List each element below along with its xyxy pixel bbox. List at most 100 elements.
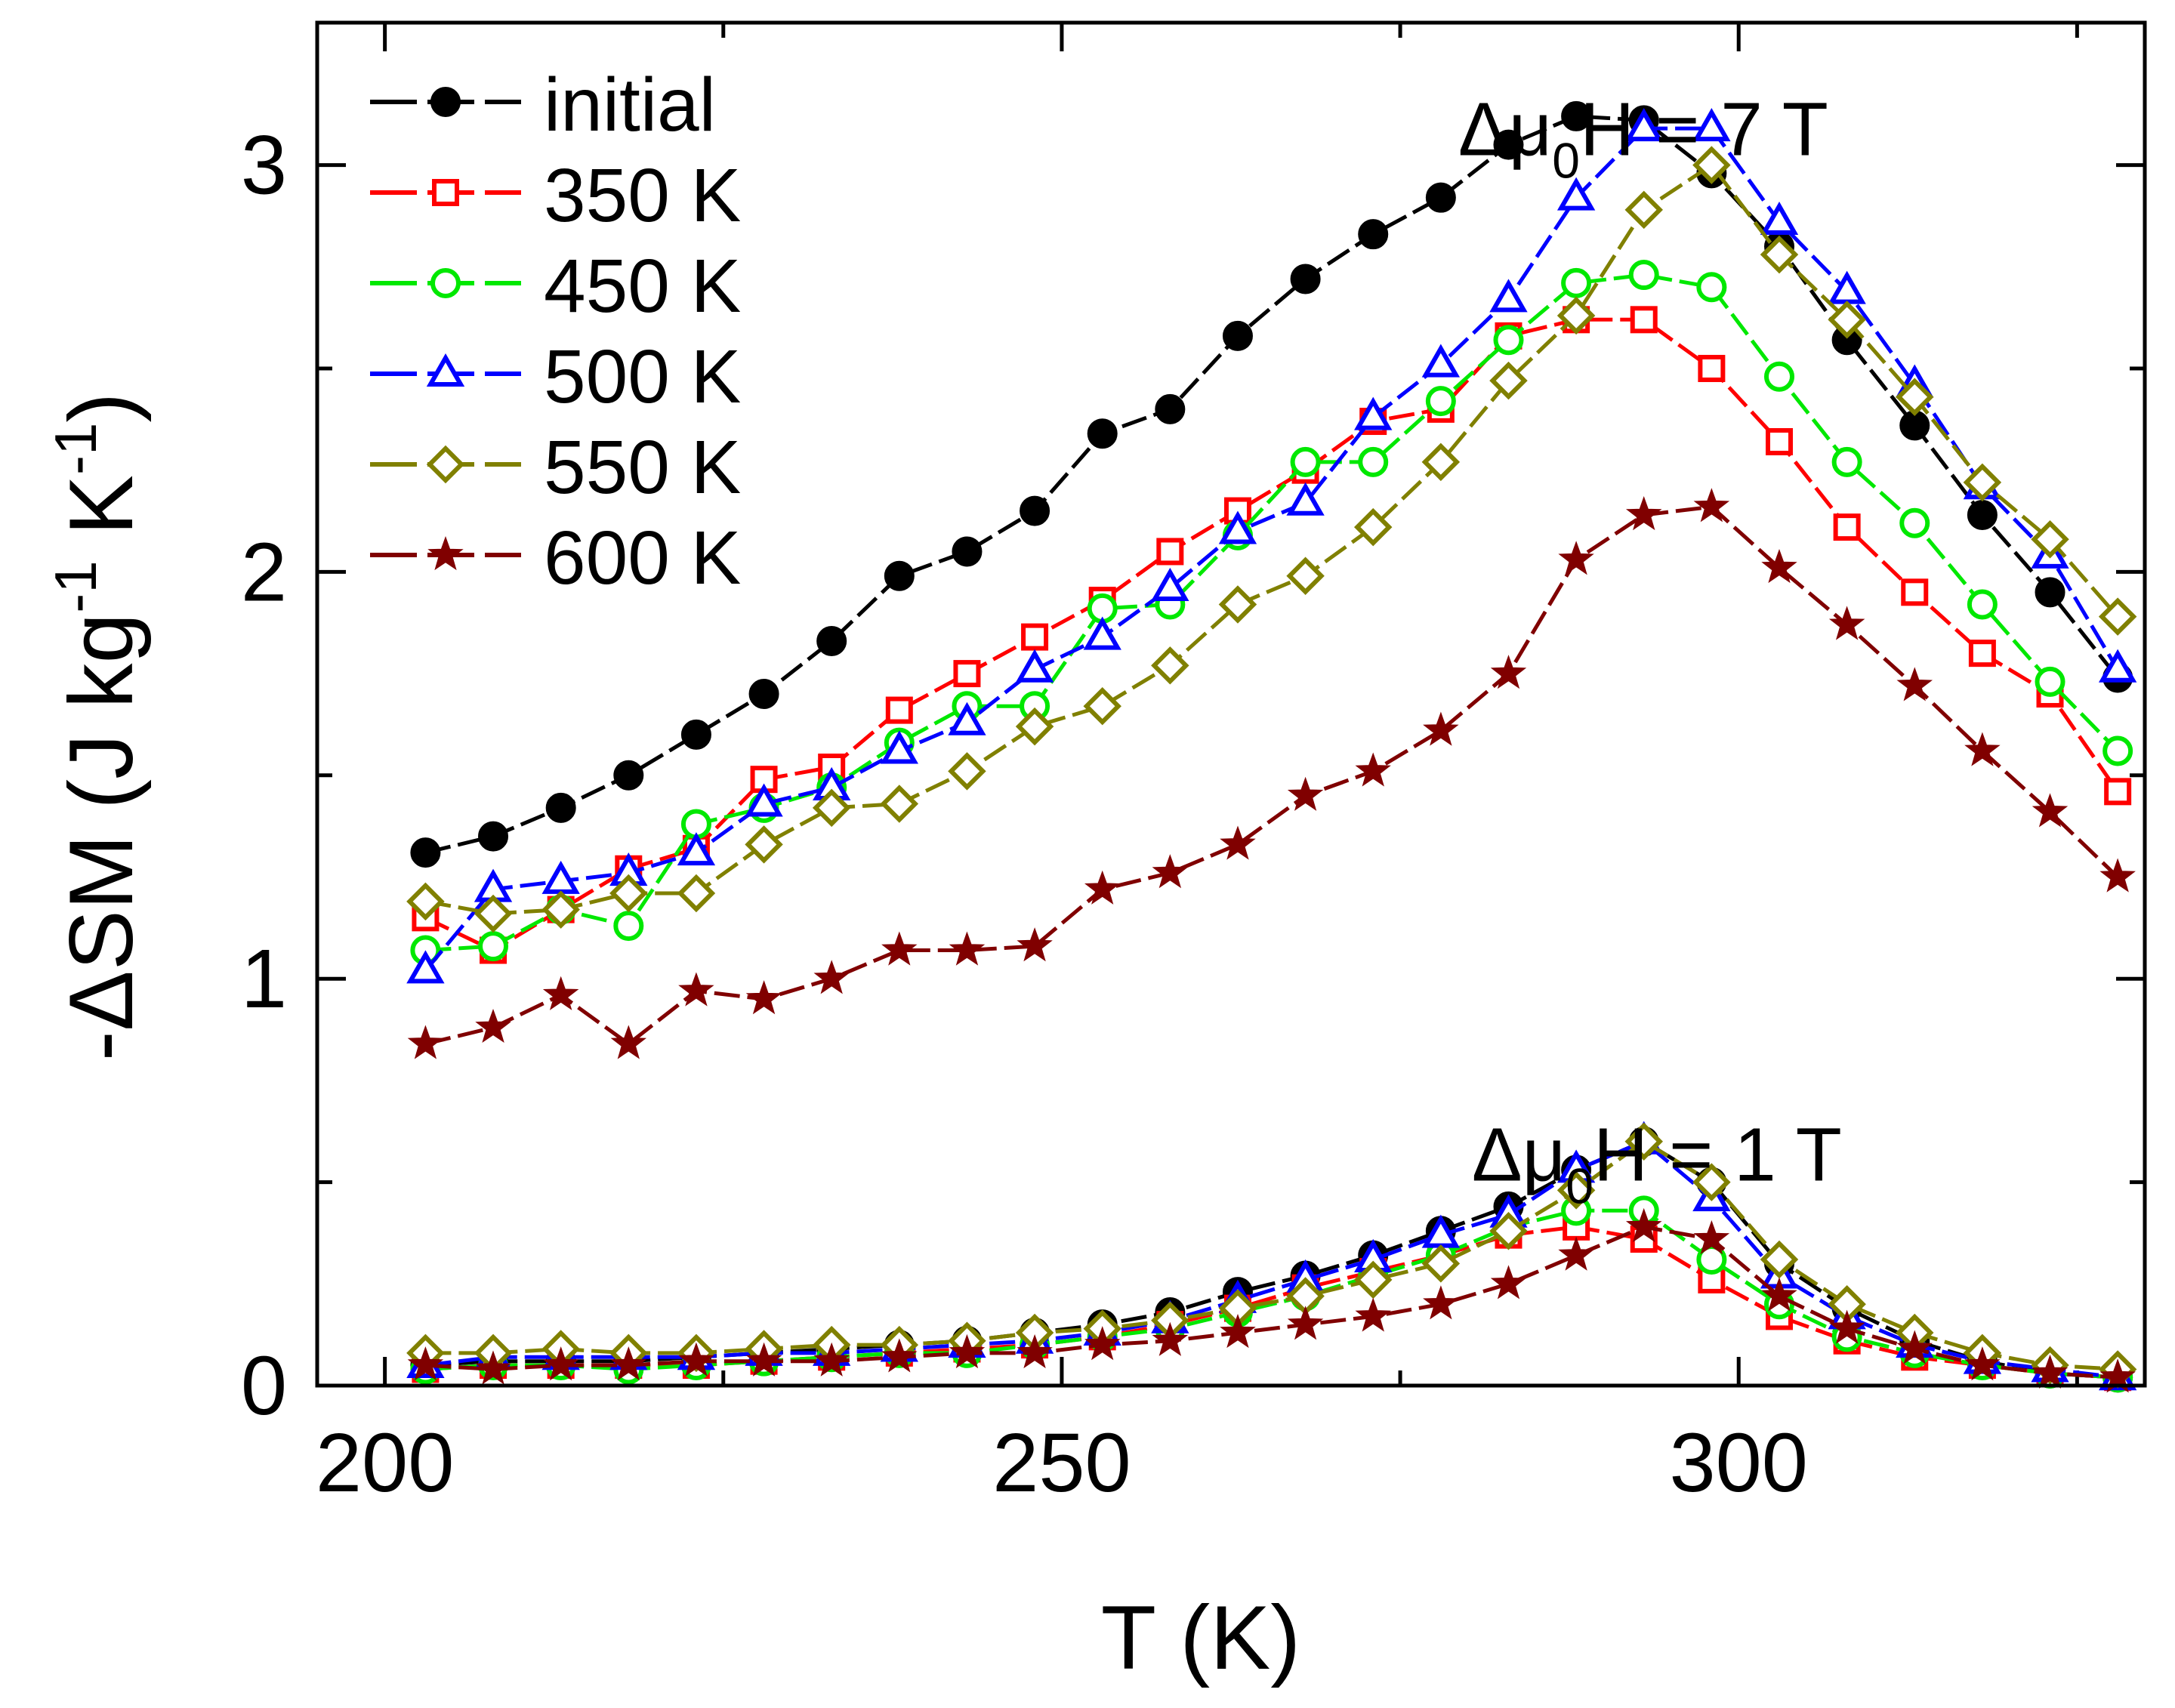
data-point	[1222, 320, 1253, 351]
data-point	[1083, 616, 1121, 650]
data-point	[1624, 190, 1663, 230]
data-point	[1355, 1297, 1391, 1332]
data-point	[2035, 577, 2065, 608]
data-point	[745, 980, 782, 1015]
data-point	[1558, 541, 1594, 575]
data-point	[1290, 446, 1321, 477]
legend-label: 450 K	[544, 244, 741, 328]
data-point	[1561, 267, 1592, 298]
data-point	[1286, 556, 1325, 596]
data-point	[1896, 1330, 1933, 1364]
data-point	[1489, 1212, 1528, 1250]
data-point	[478, 931, 509, 962]
data-point	[1968, 640, 1996, 667]
axis-labels: 200 250 300 0 1 2 3 T (K) -ΔSM (J kg-1 K-1)	[42, 119, 1808, 1688]
data-point	[474, 894, 513, 933]
data-point	[407, 1346, 444, 1381]
data-point	[1967, 499, 1998, 530]
data-point	[748, 679, 779, 710]
legend-item: initial	[370, 63, 716, 147]
series-500-k-1t	[406, 1121, 2137, 1391]
y-tick-label: 2	[241, 526, 287, 618]
data-point	[1692, 1163, 1731, 1201]
data-point	[1963, 463, 2002, 502]
data-point	[816, 625, 847, 656]
series-600-k-7t	[407, 488, 2136, 1059]
data-point	[2098, 649, 2137, 683]
data-point	[406, 882, 445, 921]
data-point	[1015, 707, 1054, 746]
data-point	[1087, 418, 1118, 449]
data-point	[1358, 219, 1389, 250]
data-point	[1287, 1306, 1324, 1340]
data-point	[678, 972, 714, 1007]
data-point	[1220, 825, 1256, 860]
data-point	[1151, 567, 1189, 601]
data-point	[1761, 1277, 1797, 1312]
data-point	[1764, 361, 1794, 392]
series-line	[424, 126, 2120, 972]
data-point	[1353, 507, 1393, 547]
data-point	[1489, 279, 1528, 313]
data-point	[1421, 344, 1461, 378]
data-point	[1693, 488, 1730, 523]
data-point	[1828, 606, 1865, 640]
data-point	[677, 874, 716, 913]
y-tick-label: 1	[241, 933, 287, 1025]
data-point	[745, 825, 783, 864]
data-point	[1624, 108, 1663, 142]
data-point	[1020, 495, 1050, 526]
series-550-k-1t	[406, 1122, 2137, 1389]
data-point	[610, 1346, 647, 1381]
series-layer	[406, 100, 2137, 1393]
data-point	[812, 788, 851, 828]
field-annotation: Δμ0H = 7 T	[1458, 87, 1828, 188]
data-point	[609, 874, 648, 913]
data-point	[1896, 378, 1934, 416]
legend-marker	[427, 536, 464, 571]
legend-label: 350 K	[544, 153, 741, 238]
data-point	[1561, 100, 1592, 131]
series-550-k-7t	[406, 146, 2137, 933]
data-point	[1761, 549, 1797, 584]
data-point	[613, 760, 644, 791]
data-point	[680, 719, 711, 750]
data-point	[541, 890, 580, 929]
data-point	[410, 837, 441, 868]
data-point	[1354, 396, 1393, 430]
series-600-k-1t	[407, 1207, 2136, 1393]
legend-item: 450 K	[370, 244, 741, 328]
data-point	[1899, 507, 1930, 538]
data-point	[813, 1342, 850, 1377]
data-point	[1218, 510, 1257, 544]
data-point	[1489, 361, 1528, 400]
data-point	[1558, 1236, 1594, 1271]
data-point	[678, 1342, 714, 1377]
data-point	[1896, 667, 1933, 701]
data-point	[2032, 793, 2069, 828]
series-line	[424, 504, 2119, 1047]
legend-label: 600 K	[544, 516, 741, 600]
data-point	[1490, 1265, 1527, 1299]
data-point	[2031, 520, 2069, 559]
legend-item: 550 K	[370, 425, 741, 510]
data-point	[677, 832, 716, 866]
data-point	[1630, 306, 1658, 334]
data-point	[952, 536, 983, 567]
data-point	[1760, 235, 1799, 274]
data-point	[1493, 325, 1524, 356]
x-tick-label: 200	[316, 1417, 455, 1509]
data-point	[1423, 711, 1459, 746]
data-point	[1425, 386, 1456, 417]
legend-label: initial	[544, 63, 716, 147]
data-point	[1358, 446, 1389, 477]
data-point	[880, 730, 918, 764]
legend-item: 350 K	[370, 153, 741, 238]
data-point	[949, 931, 986, 966]
data-point	[1625, 1207, 1662, 1243]
data-point	[1964, 1346, 2001, 1381]
data-point	[948, 752, 986, 791]
y-axis-title: -ΔSM (J kg-1 K-1)	[42, 393, 152, 1062]
data-point	[1152, 1321, 1189, 1356]
